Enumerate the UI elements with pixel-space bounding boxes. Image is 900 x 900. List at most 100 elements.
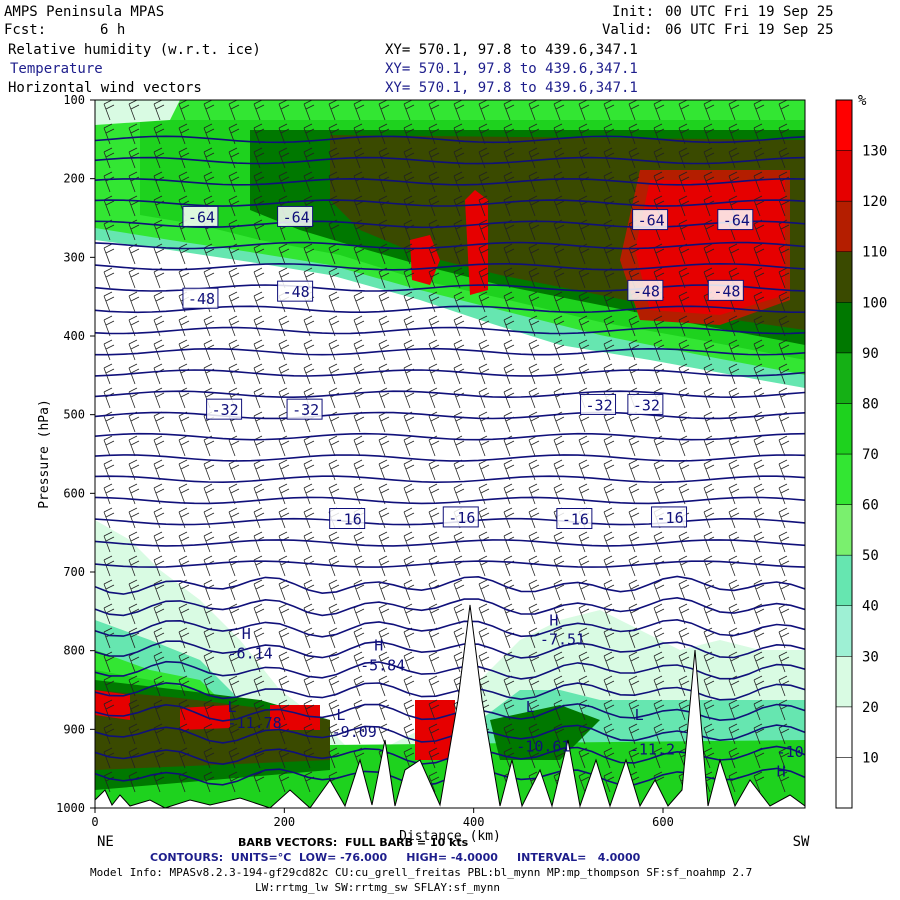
wind-barb-shaft	[153, 175, 161, 193]
wind-barb-shaft	[703, 223, 711, 241]
wind-barb-flag	[380, 392, 390, 398]
wind-barb-flag	[278, 315, 288, 321]
wind-barb-flag	[378, 555, 388, 561]
wind-barb	[753, 531, 765, 553]
wind-barb-flag	[680, 440, 690, 446]
wind-barb-flag	[105, 560, 115, 566]
wind-barb-shaft	[703, 583, 711, 601]
wind-barb-flag	[678, 411, 688, 417]
wind-barb-flag	[280, 704, 290, 710]
wind-barb-flag	[628, 603, 638, 609]
wind-barb-flag	[180, 392, 190, 398]
wind-barb-flag	[130, 584, 140, 590]
wind-barb-flag	[255, 704, 265, 710]
wind-barb-flag	[755, 512, 765, 518]
wind-barb-shaft	[103, 535, 111, 553]
wind-barb	[328, 100, 340, 121]
wind-barb	[103, 555, 115, 577]
wind-barb	[778, 507, 790, 529]
wind-barb-flag	[603, 315, 613, 321]
wind-barb-flag	[780, 224, 790, 230]
wind-barb-flag	[728, 411, 738, 417]
wind-barb-flag	[255, 248, 265, 254]
wind-barb-shaft	[278, 151, 286, 169]
wind-barb-flag	[228, 507, 238, 513]
colorbar-swatch	[835, 403, 853, 455]
wind-barb-flag	[153, 147, 163, 153]
wind-barb-flag	[403, 675, 413, 681]
wind-barb-flag	[730, 440, 740, 446]
wind-barb-flag	[428, 339, 438, 345]
wind-barb-shaft	[453, 535, 461, 553]
wind-barb-shaft	[728, 679, 736, 697]
wind-barb-flag	[153, 579, 163, 585]
wind-barb-shaft	[603, 175, 611, 193]
wind-barb-flag	[730, 752, 740, 758]
wind-barb-flag	[653, 699, 663, 705]
wind-barb-flag	[605, 104, 615, 110]
temperature-label-box	[286, 398, 323, 420]
wind-barb-flag	[478, 219, 488, 225]
wind-barb-flag	[155, 656, 165, 662]
wind-barb-flag	[655, 176, 665, 182]
wind-barb-flag	[755, 536, 765, 542]
wind-barb-flag	[630, 656, 640, 662]
wind-barb-flag	[578, 483, 588, 489]
wind-barb-flag	[780, 608, 790, 614]
wind-barb-flag	[455, 320, 465, 326]
wind-barb-flag	[455, 104, 465, 110]
wind-barb	[353, 147, 365, 169]
wind-barb-flag	[480, 584, 490, 590]
field-xy-wind: XY= 570.1, 97.8 to 439.6,347.1	[385, 80, 638, 96]
wind-barb-flag	[678, 579, 688, 585]
extremum-label: -5.84	[360, 656, 405, 674]
wind-barb-flag	[780, 536, 790, 542]
wind-barb-flag	[655, 608, 665, 614]
wind-barb	[553, 195, 565, 217]
wind-barb-flag	[430, 416, 440, 422]
wind-barb-flag	[428, 771, 438, 777]
wind-barb-flag	[755, 416, 765, 422]
wind-barb	[503, 723, 515, 745]
wind-barb	[778, 435, 790, 457]
wind-barb-shaft	[253, 535, 261, 553]
wind-barb-flag	[353, 291, 363, 297]
wind-barb-shaft	[453, 199, 461, 217]
wind-barb	[428, 123, 440, 145]
temperature-label: -32	[586, 396, 613, 414]
wind-barb-flag	[503, 339, 513, 345]
wind-barb-flag	[253, 339, 263, 345]
wind-barb-flag	[455, 200, 465, 206]
wind-barb-flag	[530, 152, 540, 158]
wind-barb-flag	[355, 296, 365, 302]
wind-barb-shaft	[178, 271, 186, 289]
wind-barb-shaft	[528, 559, 536, 577]
wind-barb	[428, 483, 440, 505]
wind-barb-flag	[503, 171, 513, 177]
wind-barb-shaft	[228, 703, 236, 721]
wind-barb-flag	[255, 128, 265, 134]
wind-barb	[128, 100, 140, 121]
wind-barb-flag	[330, 224, 340, 230]
wind-barb-flag	[330, 272, 340, 278]
wind-barb-flag	[728, 315, 738, 321]
wind-barb-shaft	[428, 607, 436, 625]
wind-barb-flag	[503, 699, 513, 705]
wind-barb	[378, 555, 390, 577]
wind-barb-flag	[428, 123, 438, 129]
y-tick-label: 300	[63, 250, 85, 264]
wind-barb-flag	[530, 488, 540, 494]
wind-barb-flag	[553, 675, 563, 681]
wind-barb-flag	[305, 272, 315, 278]
wind-barb-shaft	[428, 247, 436, 265]
wind-barb-flag	[128, 339, 138, 345]
wind-barb-flag	[753, 267, 763, 273]
wind-barb-shaft	[353, 295, 361, 313]
wind-barb-shaft	[778, 127, 786, 145]
wind-barb-flag	[530, 440, 540, 446]
wind-barb-flag	[103, 100, 113, 105]
wind-barb-flag	[130, 632, 140, 638]
wind-barb-flag	[528, 651, 538, 657]
wind-barb-flag	[353, 387, 363, 393]
wind-barb-flag	[578, 531, 588, 537]
